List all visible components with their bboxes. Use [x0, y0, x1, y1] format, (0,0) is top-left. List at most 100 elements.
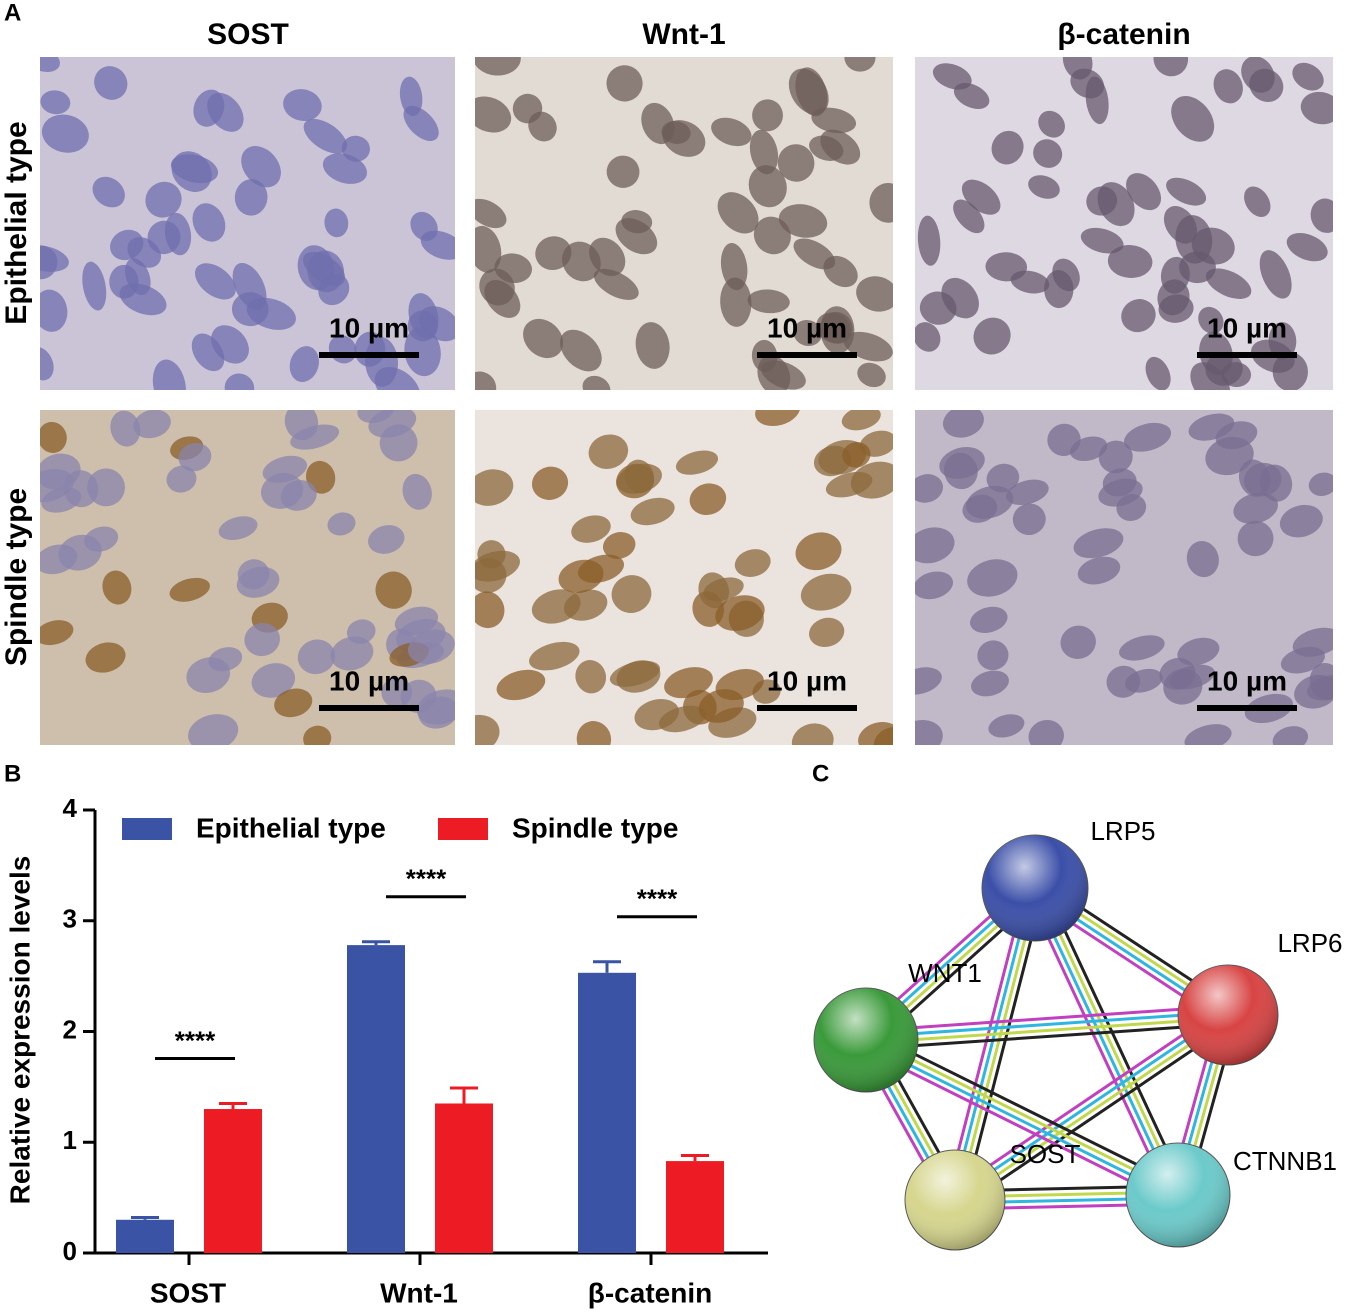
nucleus — [145, 181, 182, 218]
edge — [866, 1022, 1229, 1051]
nucleus — [588, 434, 629, 469]
nucleus — [953, 82, 990, 109]
nucleus — [236, 566, 280, 598]
nucleus — [971, 670, 1009, 697]
node-shine — [982, 835, 1088, 941]
nucleus — [915, 474, 943, 503]
edge — [866, 1016, 1229, 1045]
nucleus — [582, 375, 611, 390]
nucleus — [1205, 351, 1243, 386]
nucleus — [357, 410, 395, 424]
node-shine — [1178, 965, 1278, 1065]
nucleus — [734, 549, 771, 577]
legend-swatch — [122, 818, 172, 840]
nucleus — [475, 57, 521, 76]
edge — [869, 1030, 1183, 1189]
nucleus — [379, 424, 418, 462]
nucleus — [1307, 675, 1333, 701]
bar — [204, 1109, 262, 1253]
nucleus — [1010, 270, 1050, 294]
nucleus — [809, 135, 844, 161]
micrograph — [40, 410, 455, 745]
nucleus — [611, 575, 652, 613]
nucleus — [606, 65, 643, 102]
micrograph — [915, 57, 1333, 390]
bar — [578, 972, 636, 1253]
nucleus — [1184, 724, 1232, 745]
nucleus — [512, 93, 543, 124]
nucleus — [1186, 540, 1219, 578]
nucleus — [1052, 258, 1080, 292]
nucleus — [850, 461, 893, 499]
stain — [40, 421, 67, 453]
stain — [603, 532, 636, 559]
stain — [664, 667, 713, 699]
nucleus — [262, 455, 308, 483]
node-label: LRP5 — [1090, 816, 1155, 846]
nucleus — [330, 636, 374, 671]
nucleus — [234, 179, 268, 216]
nucleus — [297, 639, 336, 675]
nucleus — [303, 118, 347, 154]
nucleus — [1121, 299, 1156, 333]
nucleus — [1215, 421, 1258, 450]
nucleus — [942, 410, 984, 438]
scale-bar-label: 10 µm — [1207, 665, 1287, 696]
column-title: β-catenin — [1057, 18, 1190, 51]
nucleus — [82, 261, 107, 311]
nucleus — [748, 165, 787, 208]
node-shine — [814, 988, 918, 1092]
nucleus — [40, 245, 69, 272]
stain — [496, 669, 546, 701]
nucleus — [1244, 186, 1271, 217]
column-title: Wnt-1 — [642, 18, 725, 51]
stain — [85, 642, 126, 673]
edge — [959, 1021, 1234, 1209]
micrograph — [475, 57, 893, 390]
nucleus — [793, 319, 822, 347]
nucleus — [418, 696, 455, 729]
nucleus — [973, 317, 1011, 355]
nucleus — [494, 253, 532, 283]
stain — [531, 466, 569, 500]
nucleus — [410, 211, 438, 241]
nucleus — [1259, 464, 1293, 502]
nucleus — [1028, 175, 1060, 199]
nucleus — [986, 463, 1020, 493]
nucleus — [1153, 57, 1189, 77]
nucleus — [394, 606, 439, 636]
nucleus — [969, 606, 1008, 633]
nucleus — [800, 573, 852, 611]
nucleus — [606, 155, 640, 188]
nucleus — [218, 516, 258, 541]
nucleus — [368, 525, 405, 554]
nucleus — [1272, 726, 1309, 745]
nucleus — [752, 99, 783, 132]
nucleus — [40, 57, 60, 72]
micrograph-bg — [40, 57, 455, 390]
edge — [952, 1011, 1228, 1199]
bar — [435, 1103, 493, 1253]
node-shine — [905, 1150, 1005, 1250]
nucleus — [297, 245, 335, 291]
nucleus — [1038, 110, 1065, 138]
stain — [755, 410, 801, 427]
x-tick-label: SOST — [150, 1277, 226, 1308]
stain — [303, 725, 332, 745]
micrograph — [40, 57, 455, 390]
nucleus — [1097, 182, 1135, 227]
node-label: CTNNB1 — [1233, 1146, 1337, 1176]
nucleus — [1279, 504, 1323, 538]
stain — [689, 483, 727, 516]
nucleus — [1062, 57, 1093, 80]
stain — [715, 595, 765, 631]
nucleus — [747, 289, 790, 314]
stain — [715, 668, 764, 701]
edge — [865, 1004, 1228, 1033]
edge — [1036, 886, 1183, 1195]
nucleus — [1233, 492, 1278, 524]
nucleus — [1272, 352, 1308, 390]
significance-label: **** — [637, 884, 678, 914]
stain — [858, 722, 893, 745]
nucleus — [41, 114, 89, 153]
